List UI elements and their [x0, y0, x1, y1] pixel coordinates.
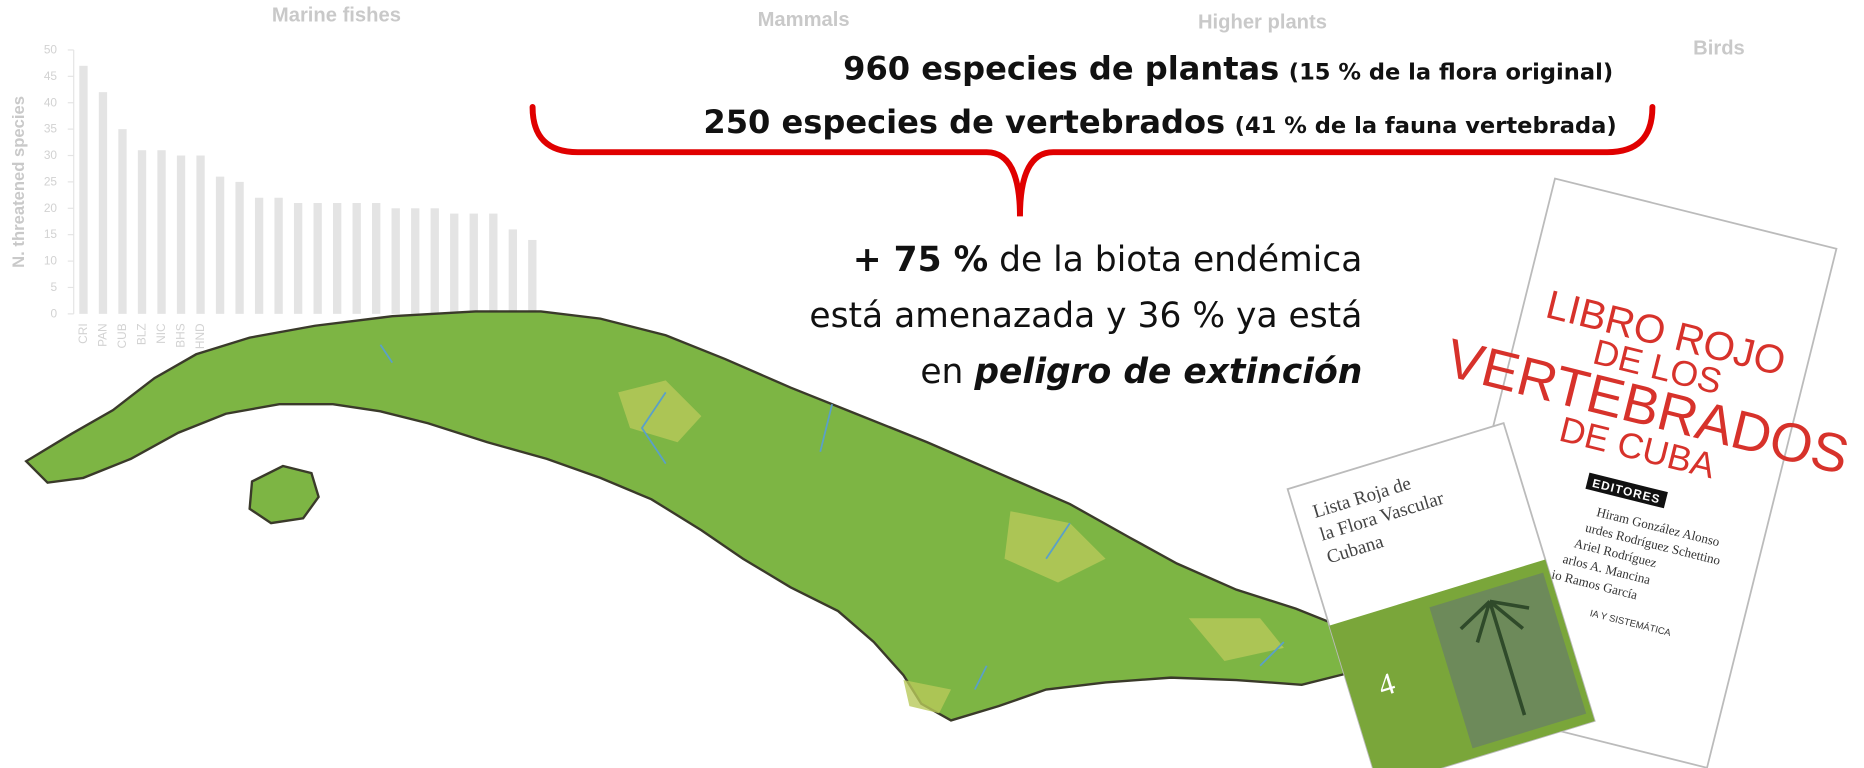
- headline-note: (41 % de la fauna vertebrada): [1235, 113, 1617, 139]
- headline-line2: 250 especies de vertebrados (41 % de la f…: [703, 103, 1616, 141]
- x-tick-label: NIC: [154, 323, 168, 344]
- bar: [508, 229, 517, 314]
- statement-emph: peligro de extinción: [973, 352, 1362, 392]
- statement-bold: + 75 %: [853, 240, 988, 280]
- headline-main: 960 especies de plantas: [843, 50, 1279, 88]
- statement-line1: + 75 % de la biota endémica: [853, 240, 1363, 280]
- bar: [430, 208, 439, 314]
- bar: [450, 213, 459, 314]
- bar: [313, 203, 322, 314]
- bar: [293, 203, 303, 314]
- chart-title: Higher plants: [1198, 12, 1327, 34]
- statement-line3: en peligro de extinción: [920, 352, 1362, 392]
- bar: [235, 181, 244, 314]
- y-tick-label: 30: [44, 148, 58, 162]
- map-highlands: [618, 380, 1284, 714]
- y-tick-label: 5: [50, 280, 57, 294]
- x-tick-label: CUB: [115, 323, 129, 348]
- cuba-island: [24, 310, 1369, 722]
- rivers: [379, 344, 1285, 690]
- x-tick-label: BLZ: [135, 323, 149, 345]
- statement-line2: está amenazada y 36 % ya está: [809, 296, 1362, 336]
- statement-text: de la biota endémica: [988, 240, 1362, 280]
- chart-title: Birds: [1693, 38, 1745, 60]
- bar: [333, 203, 342, 314]
- bar: [254, 197, 264, 314]
- bar: [137, 150, 147, 314]
- y-tick-label: 40: [44, 95, 58, 109]
- bar: [489, 213, 498, 314]
- headline-main: 250 especies de vertebrados: [703, 103, 1225, 141]
- bar: [215, 176, 225, 314]
- brace: [529, 104, 1656, 217]
- bar: [372, 203, 381, 314]
- chart-title: Marine fishes: [272, 4, 401, 26]
- bar: [411, 208, 420, 314]
- y-tick-label: 10: [44, 254, 58, 268]
- book-flora: Lista Roja de la Flora Vascular Cubana 4: [1286, 422, 1596, 768]
- palm: [1459, 599, 1530, 716]
- bar: [469, 213, 478, 314]
- x-tick-label: PAN: [96, 323, 110, 347]
- cuba-map: [24, 310, 1369, 722]
- isla-juventud: [248, 464, 320, 525]
- y-tick-label: 50: [44, 43, 58, 57]
- headline-line1: 960 especies de plantas (15 % de la flora…: [843, 50, 1613, 88]
- statement-text: en: [920, 352, 974, 392]
- bar: [176, 155, 186, 314]
- y-tick-label: 15: [44, 227, 58, 241]
- x-tick-label: CRI: [76, 323, 90, 343]
- y-tick-label: 0: [50, 306, 57, 320]
- bar: [528, 239, 537, 314]
- bar: [274, 197, 283, 314]
- y-tick-label: 25: [44, 174, 58, 188]
- y-tick-label: 45: [44, 69, 58, 83]
- chart-title: Mammals: [758, 9, 850, 31]
- bar: [391, 208, 400, 314]
- bar: [352, 203, 361, 314]
- bar: [98, 92, 108, 314]
- headline-note: (15 % de la flora original): [1289, 60, 1613, 86]
- bar: [118, 129, 127, 314]
- y-tick-label: 20: [44, 201, 58, 215]
- bar: [157, 150, 166, 314]
- y-tick-label: 35: [44, 122, 58, 136]
- background-charts: Marine fishes Mammals Higher plants Birds N.…: [9, 4, 1745, 349]
- bar: [79, 65, 88, 314]
- y-axis-label: N. threatened species: [9, 96, 28, 268]
- x-tick-label: BHS: [174, 323, 188, 347]
- editors-box: [1585, 472, 1668, 509]
- x-tick-label: HND: [193, 323, 207, 349]
- bar: [196, 155, 205, 314]
